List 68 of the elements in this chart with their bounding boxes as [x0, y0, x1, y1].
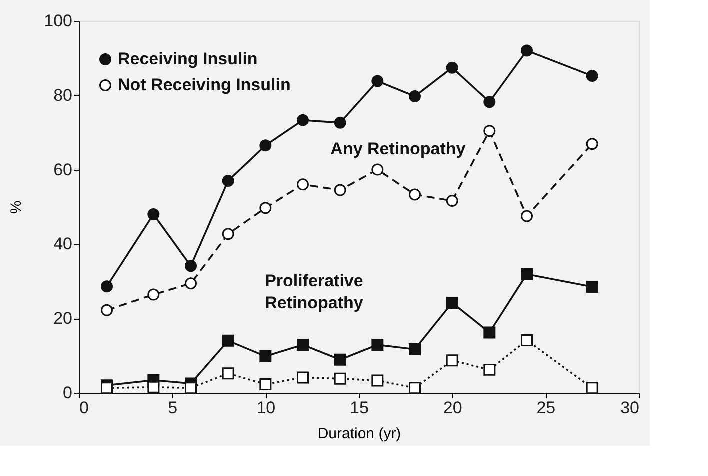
- annotation: Any Retinopathy: [330, 139, 466, 158]
- point: [101, 280, 113, 293]
- point: [372, 339, 384, 352]
- point: [446, 195, 458, 208]
- x-tick-label: 15: [350, 398, 369, 418]
- point: [185, 260, 197, 272]
- point: [521, 268, 533, 280]
- point: [372, 75, 384, 88]
- point: [484, 326, 496, 339]
- point: [260, 350, 272, 363]
- x-tick-label: 20: [443, 398, 462, 418]
- x-tick-label: 10: [256, 398, 276, 418]
- point: [222, 228, 234, 240]
- legend-label: Not Receiving Insulin: [118, 76, 291, 94]
- point: [334, 184, 346, 196]
- point: [101, 304, 113, 316]
- point: [148, 381, 160, 394]
- x-tick-label: 30: [620, 398, 640, 418]
- point: [297, 339, 309, 352]
- point: [372, 164, 384, 176]
- point: [372, 374, 384, 387]
- x-tick-label: 5: [168, 398, 178, 418]
- point: [521, 334, 533, 347]
- y-tick-label: 0: [63, 384, 72, 402]
- annotation: Proliferative Retinopathy: [265, 271, 364, 312]
- point: [521, 44, 533, 57]
- point: [484, 364, 496, 376]
- y-tick-label: 100: [44, 12, 72, 30]
- point: [409, 90, 421, 102]
- point: [101, 382, 113, 394]
- point: [297, 372, 309, 384]
- point: [260, 202, 272, 214]
- point: [260, 378, 272, 390]
- legend-label: Receiving Insulin: [118, 50, 258, 68]
- point: [148, 208, 160, 220]
- y-tick-label: 40: [54, 234, 72, 254]
- point: [260, 140, 272, 152]
- x-tick-label: 0: [80, 398, 89, 418]
- point: [586, 280, 598, 293]
- y-tick-label: 60: [54, 160, 72, 180]
- point: [409, 382, 421, 394]
- point: [409, 343, 421, 356]
- point: [586, 70, 598, 82]
- y-axis-title: %: [8, 200, 26, 214]
- point: [222, 368, 234, 380]
- point: [297, 178, 309, 191]
- x-tick-label: 25: [536, 398, 556, 418]
- point: [521, 210, 533, 222]
- point: [586, 382, 598, 394]
- point: [484, 96, 496, 108]
- point: [446, 296, 458, 309]
- point: [185, 278, 197, 290]
- y-tick-label: 20: [54, 309, 72, 328]
- y-tick-label: 80: [54, 86, 72, 105]
- point: [409, 188, 421, 201]
- point: [297, 114, 309, 126]
- point: [222, 334, 234, 347]
- point: [185, 382, 197, 394]
- point: [148, 288, 160, 301]
- point: [334, 354, 346, 366]
- point: [334, 372, 346, 385]
- point: [586, 138, 598, 150]
- point: [446, 354, 458, 367]
- point: [484, 125, 496, 138]
- point: [334, 116, 346, 129]
- point: [222, 174, 234, 187]
- point: [446, 62, 458, 74]
- x-axis-title: Duration (yr): [318, 426, 402, 442]
